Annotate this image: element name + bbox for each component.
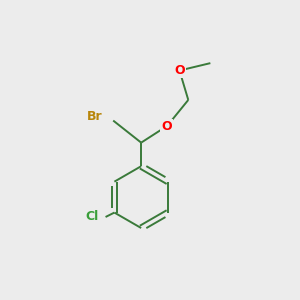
Text: Br: Br <box>86 110 102 123</box>
Text: Cl: Cl <box>85 211 98 224</box>
Text: O: O <box>174 64 185 77</box>
Text: O: O <box>161 120 172 133</box>
